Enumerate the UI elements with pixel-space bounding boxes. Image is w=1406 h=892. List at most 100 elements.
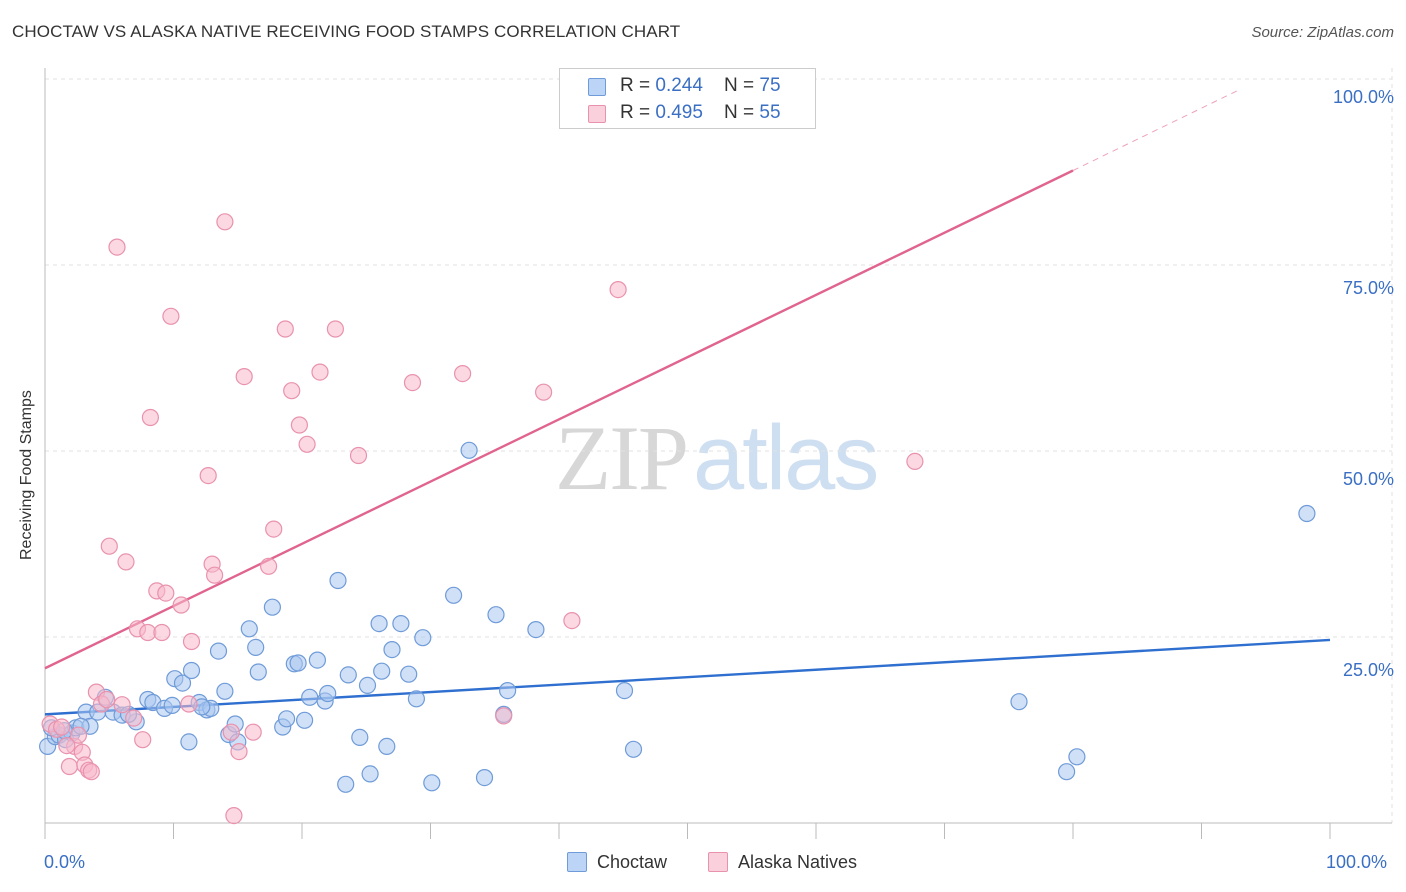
point-choctaw-19 <box>180 733 198 751</box>
legend-r-label: R = <box>620 102 656 123</box>
point-choctaw-65 <box>1057 763 1076 781</box>
watermark-atlas: atlas <box>693 407 879 509</box>
point-choctaw-18 <box>173 674 192 692</box>
point-alaska-19 <box>134 731 152 749</box>
point-alaska-53 <box>906 452 924 470</box>
trend-line-choctaw <box>44 638 1331 716</box>
point-choctaw-49 <box>383 640 401 659</box>
point-choctaw-44 <box>351 728 369 747</box>
point-alaska-44 <box>311 363 329 381</box>
point-alaska-46 <box>349 446 368 465</box>
point-alaska-9 <box>82 763 100 781</box>
data-points <box>38 213 1316 825</box>
legend-n-value-alaska: 55 <box>759 102 781 123</box>
correlation-legend: R = 0.244 N = 75 R = 0.495 N = 55 <box>559 68 816 129</box>
bottom-legend-choctaw: Choctaw <box>567 852 667 873</box>
point-choctaw-51 <box>400 665 418 683</box>
y-tick-label-50: 50.0% <box>1342 469 1394 489</box>
x-tick-label-0: 0.0% <box>44 852 86 872</box>
point-choctaw-40 <box>319 684 337 703</box>
point-alaska-2 <box>53 718 71 736</box>
point-alaska-26 <box>172 596 190 614</box>
legend-swatch-choctaw <box>588 78 606 96</box>
legend-text-choctaw: R = 0.244 N = 75 <box>620 75 781 97</box>
point-choctaw-57 <box>475 768 494 787</box>
legend-swatch-alaska <box>588 105 606 123</box>
point-alaska-37 <box>244 723 262 741</box>
point-choctaw-37 <box>296 711 314 729</box>
point-choctaw-58 <box>487 606 505 624</box>
point-choctaw-45 <box>361 765 379 783</box>
point-choctaw-38 <box>308 651 326 669</box>
point-choctaw-74 <box>358 676 377 695</box>
point-choctaw-29 <box>240 620 258 638</box>
point-choctaw-67 <box>1298 504 1316 523</box>
point-alaska-35 <box>230 742 248 761</box>
point-choctaw-50 <box>392 614 410 633</box>
bottom-legend-swatch-choctaw <box>567 852 587 872</box>
point-choctaw-56 <box>460 441 478 459</box>
point-alaska-15 <box>113 696 131 714</box>
point-choctaw-54 <box>423 774 441 792</box>
point-choctaw-60 <box>499 681 517 700</box>
point-choctaw-46 <box>370 614 388 633</box>
point-alaska-54 <box>58 736 76 755</box>
point-choctaw-62 <box>615 681 634 700</box>
point-choctaw-24 <box>209 642 228 660</box>
bottom-legend-label-alaska: Alaska Natives <box>738 852 858 872</box>
y-tick-label-100: 100.0% <box>1332 87 1394 107</box>
legend-text-alaska: R = 0.495 N = 55 <box>620 102 781 124</box>
point-choctaw-66 <box>1068 748 1086 766</box>
point-alaska-52 <box>609 281 627 299</box>
chart-title: CHOCTAW VS ALASKA NATIVE RECEIVING FOOD … <box>12 22 681 41</box>
point-choctaw-43 <box>339 666 357 684</box>
point-choctaw-41 <box>329 571 347 590</box>
axes <box>44 68 1392 839</box>
bottom-legend-label-choctaw: Choctaw <box>597 852 668 872</box>
trend-line-extension-alaska <box>1072 88 1241 171</box>
point-alaska-32 <box>216 213 234 231</box>
point-alaska-14 <box>108 238 126 256</box>
point-alaska-50 <box>534 383 553 401</box>
point-choctaw-32 <box>263 598 281 616</box>
point-alaska-47 <box>403 374 422 392</box>
point-alaska-29 <box>199 467 217 485</box>
legend-r-value-choctaw: 0.244 <box>655 75 703 96</box>
point-alaska-5 <box>69 726 88 744</box>
y-tick-label-25: 25.0% <box>1342 660 1394 680</box>
point-choctaw-31 <box>249 663 267 681</box>
legend-n-value-choctaw: 75 <box>759 75 781 96</box>
x-tick-label-100: 100.0% <box>1326 852 1388 872</box>
y-axis-label: Receiving Food Stamps <box>18 390 35 560</box>
point-alaska-25 <box>162 307 180 325</box>
trend-line-alaska <box>44 169 1074 670</box>
point-choctaw-47 <box>373 662 391 680</box>
point-alaska-51 <box>563 611 581 630</box>
point-alaska-21 <box>141 408 159 427</box>
legend-n-label: N = <box>724 102 760 123</box>
point-choctaw-52 <box>407 690 425 708</box>
point-choctaw-25 <box>216 682 234 700</box>
point-choctaw-53 <box>414 629 432 647</box>
watermark-zip: ZIP <box>555 407 689 509</box>
point-choctaw-36 <box>289 654 307 672</box>
bottom-legend-swatch-alaska <box>708 852 728 872</box>
point-alaska-34 <box>225 806 243 825</box>
point-alaska-27 <box>180 695 198 713</box>
point-alaska-41 <box>283 382 301 400</box>
point-choctaw-16 <box>163 696 181 715</box>
point-choctaw-55 <box>445 586 463 604</box>
point-alaska-40 <box>276 320 294 338</box>
point-choctaw-48 <box>378 737 396 756</box>
point-alaska-42 <box>290 416 308 434</box>
trend-lines <box>44 88 1331 716</box>
point-alaska-13 <box>100 537 118 555</box>
legend-r-value-alaska: 0.495 <box>655 102 703 123</box>
point-alaska-16 <box>117 553 135 571</box>
point-alaska-31 <box>206 566 224 584</box>
point-choctaw-63 <box>624 740 643 758</box>
y-tick-label-75: 75.0% <box>1342 278 1394 298</box>
point-alaska-49 <box>495 707 513 725</box>
point-alaska-23 <box>153 623 171 642</box>
